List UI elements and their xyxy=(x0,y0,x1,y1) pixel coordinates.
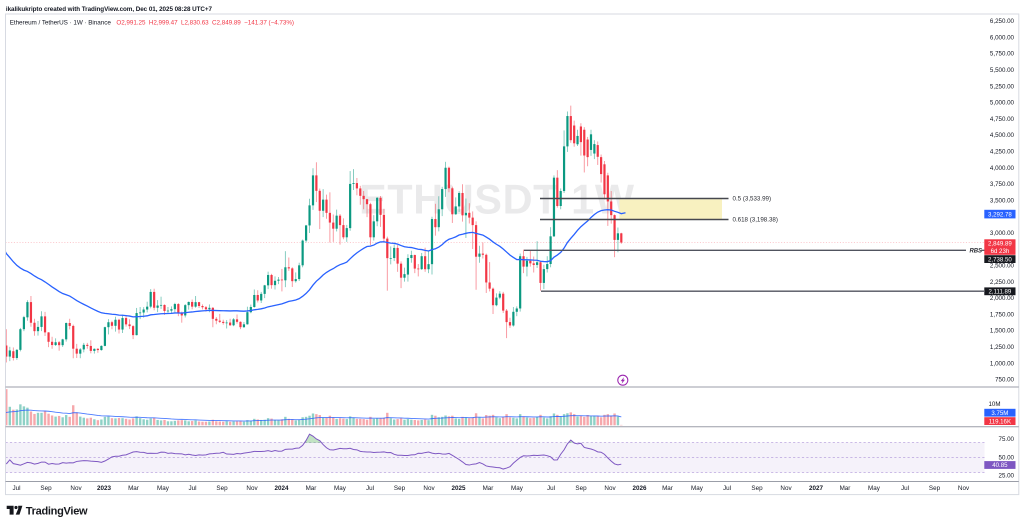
svg-text:May: May xyxy=(691,485,704,492)
svg-text:Jul: Jul xyxy=(12,485,20,492)
svg-text:Jul: Jul xyxy=(188,485,196,492)
svg-text:1,500.00: 1,500.00 xyxy=(990,328,1015,335)
svg-text:Mar: Mar xyxy=(306,485,317,492)
svg-text:6,250.00: 6,250.00 xyxy=(990,18,1015,25)
svg-text:Nov: Nov xyxy=(246,485,258,492)
svg-text:Jul: Jul xyxy=(547,485,555,492)
svg-text:3,000.00: 3,000.00 xyxy=(990,230,1015,237)
svg-text:5,250.00: 5,250.00 xyxy=(990,83,1015,90)
svg-text:2026: 2026 xyxy=(632,485,647,492)
svg-text:Sep: Sep xyxy=(40,485,52,492)
svg-text:1,750.00: 1,750.00 xyxy=(990,311,1015,318)
svg-text:O2,991.25 H2,999.47 L2,830.6: O2,991.25 H2,999.47 L2,830.63 C2,849.89 … xyxy=(116,20,294,27)
svg-text:May: May xyxy=(334,485,347,492)
svg-text:RBS: RBS xyxy=(970,248,982,254)
svg-text:6,000.00: 6,000.00 xyxy=(990,34,1015,41)
svg-text:4,500.00: 4,500.00 xyxy=(990,132,1015,139)
svg-text:5,000.00: 5,000.00 xyxy=(990,100,1015,107)
svg-text:2024: 2024 xyxy=(274,485,289,492)
svg-text:Jul: Jul xyxy=(723,485,731,492)
svg-text:5,750.00: 5,750.00 xyxy=(990,51,1015,58)
svg-text:0.618 (3,198.38): 0.618 (3,198.38) xyxy=(733,217,778,224)
svg-text:3,750.00: 3,750.00 xyxy=(990,181,1015,188)
svg-text:Mar: Mar xyxy=(483,485,494,492)
svg-text:May: May xyxy=(157,485,170,492)
svg-text:3.75M: 3.75M xyxy=(991,410,1008,417)
svg-text:10M: 10M xyxy=(988,401,1000,408)
svg-text:119.16K: 119.16K xyxy=(989,418,1011,425)
svg-text:Mar: Mar xyxy=(840,485,851,492)
svg-text:Ethereum / TetherUS · 1W · Bin: Ethereum / TetherUS · 1W · Binance xyxy=(10,20,112,27)
svg-text:Mar: Mar xyxy=(128,485,139,492)
svg-text:2027: 2027 xyxy=(809,485,824,492)
svg-text:Nov: Nov xyxy=(423,485,435,492)
svg-text:TradingView: TradingView xyxy=(26,505,88,517)
svg-text:2,250.00: 2,250.00 xyxy=(990,279,1015,286)
svg-text:Sep: Sep xyxy=(394,485,406,492)
svg-text:750.00: 750.00 xyxy=(995,377,1014,384)
svg-text:2,111.89: 2,111.89 xyxy=(988,289,1011,296)
svg-text:6d 23h: 6d 23h xyxy=(991,248,1010,255)
svg-text:75.00: 75.00 xyxy=(999,436,1015,443)
svg-text:0.5 (3,533.99): 0.5 (3,533.99) xyxy=(733,196,772,203)
svg-text:Jul: Jul xyxy=(366,485,374,492)
svg-text:2,500.00: 2,500.00 xyxy=(990,263,1015,270)
svg-text:Sep: Sep xyxy=(751,485,763,492)
svg-text:40.85: 40.85 xyxy=(992,462,1008,469)
svg-text:Jul: Jul xyxy=(901,485,909,492)
svg-text:3,500.00: 3,500.00 xyxy=(990,197,1015,204)
svg-text:3,292.78: 3,292.78 xyxy=(988,211,1012,218)
svg-text:2,000.00: 2,000.00 xyxy=(990,295,1015,302)
svg-text:2,738.50: 2,738.50 xyxy=(988,256,1012,263)
svg-text:May: May xyxy=(511,485,524,492)
svg-text:May: May xyxy=(868,485,881,492)
svg-text:2023: 2023 xyxy=(97,485,112,492)
svg-text:5,500.00: 5,500.00 xyxy=(990,67,1015,74)
svg-text:Nov: Nov xyxy=(780,485,792,492)
svg-text:2025: 2025 xyxy=(451,485,466,492)
svg-text:Nov: Nov xyxy=(958,485,970,492)
svg-text:4,750.00: 4,750.00 xyxy=(990,116,1015,123)
svg-text:Nov: Nov xyxy=(70,485,82,492)
svg-text:Mar: Mar xyxy=(662,485,673,492)
svg-text:Nov: Nov xyxy=(604,485,616,492)
svg-text:2,849.89: 2,849.89 xyxy=(988,240,1012,247)
svg-text:1,000.00: 1,000.00 xyxy=(990,360,1015,367)
svg-text:50.00: 50.00 xyxy=(999,454,1015,461)
svg-text:4,000.00: 4,000.00 xyxy=(990,165,1015,172)
svg-text:4,250.00: 4,250.00 xyxy=(990,149,1015,156)
svg-text:Sep: Sep xyxy=(575,485,587,492)
svg-text:1,250.00: 1,250.00 xyxy=(990,344,1015,351)
svg-text:Sep: Sep xyxy=(929,485,941,492)
svg-text:25.00: 25.00 xyxy=(999,473,1015,480)
svg-text:ikalikukripto created with Tra: ikalikukripto created with TradingView.c… xyxy=(6,6,213,13)
svg-text:Sep: Sep xyxy=(216,485,228,492)
